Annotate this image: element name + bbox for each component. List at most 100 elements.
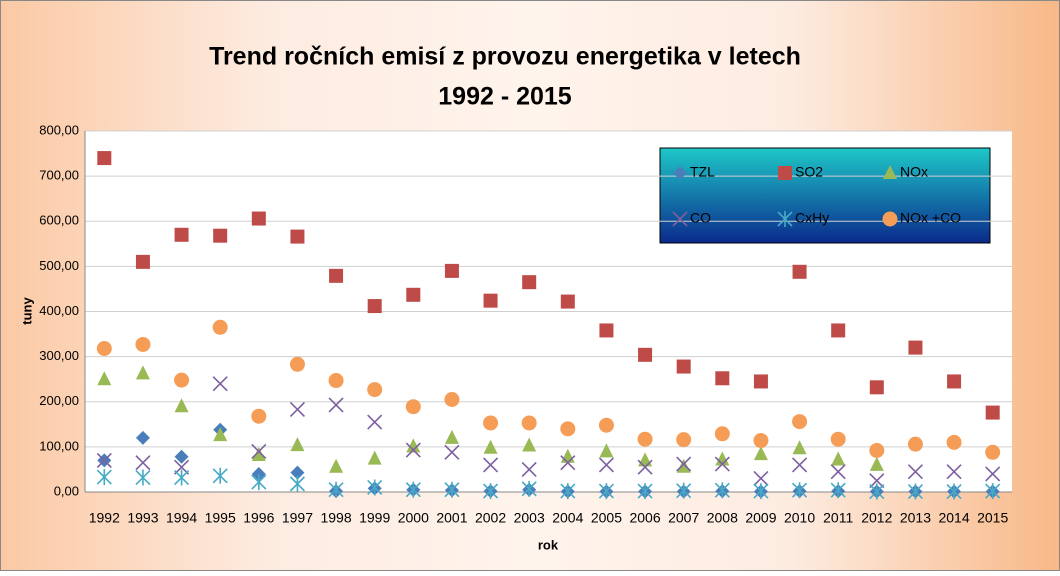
data-point bbox=[753, 433, 769, 449]
x-tick-label: 2007 bbox=[668, 510, 699, 526]
data-point bbox=[213, 228, 228, 243]
data-point bbox=[907, 483, 924, 500]
data-point bbox=[289, 356, 305, 372]
chart-subtitle: 1992 - 2015 bbox=[438, 83, 572, 111]
data-point bbox=[328, 481, 344, 498]
data-point bbox=[96, 469, 112, 486]
data-point bbox=[367, 382, 383, 398]
data-point bbox=[97, 151, 112, 166]
chart-title: Trend ročních emisí z provozu energetika… bbox=[209, 43, 801, 71]
data-point bbox=[135, 455, 151, 471]
data-point bbox=[251, 474, 267, 491]
data-point bbox=[869, 473, 885, 489]
data-point bbox=[946, 483, 962, 500]
data-point bbox=[522, 275, 537, 290]
x-tick-label: 2010 bbox=[784, 510, 815, 526]
data-point bbox=[599, 443, 614, 458]
data-point bbox=[714, 456, 730, 472]
data-point bbox=[869, 380, 884, 395]
data-point bbox=[135, 336, 151, 352]
data-point bbox=[444, 391, 460, 407]
legend-marker bbox=[883, 165, 897, 179]
x-tick-label: 1993 bbox=[127, 510, 158, 526]
data-point bbox=[521, 415, 537, 431]
x-tick-label: 1996 bbox=[243, 510, 274, 526]
data-point bbox=[714, 482, 730, 499]
data-point bbox=[521, 461, 537, 478]
data-point bbox=[715, 371, 730, 386]
x-tick-label: 2001 bbox=[436, 510, 467, 526]
data-point bbox=[367, 299, 382, 314]
data-point bbox=[830, 431, 846, 447]
data-point bbox=[831, 323, 846, 338]
legend-marker bbox=[777, 211, 793, 227]
data-point bbox=[406, 287, 421, 302]
data-point bbox=[367, 479, 383, 496]
data-point bbox=[560, 294, 575, 309]
data-point bbox=[908, 340, 923, 355]
data-point bbox=[792, 264, 807, 279]
legend-label: NOx +CO bbox=[900, 210, 961, 226]
y-tick-label: 100,00 bbox=[39, 438, 79, 453]
x-tick-label: 1992 bbox=[89, 510, 120, 526]
data-point bbox=[560, 421, 576, 437]
x-tick-label: 1994 bbox=[166, 510, 197, 526]
y-tick-label: 800,00 bbox=[39, 122, 79, 137]
data-point bbox=[482, 483, 499, 500]
data-point bbox=[444, 429, 459, 444]
x-tick-label: 1998 bbox=[320, 510, 351, 526]
x-tick-label: 2005 bbox=[591, 510, 622, 526]
data-point bbox=[637, 431, 653, 447]
x-tick-label: 1995 bbox=[205, 510, 236, 526]
x-tick-label: 2013 bbox=[900, 510, 931, 526]
data-point bbox=[947, 374, 962, 389]
x-axis-label: rok bbox=[538, 537, 559, 552]
data-point bbox=[405, 481, 421, 498]
data-point bbox=[212, 319, 228, 335]
data-point bbox=[946, 464, 962, 480]
data-point bbox=[985, 466, 1001, 482]
data-point bbox=[174, 372, 190, 388]
legend-label: CxHy bbox=[795, 210, 829, 226]
y-tick-label: 200,00 bbox=[39, 393, 79, 408]
data-point bbox=[638, 347, 653, 362]
data-point bbox=[637, 459, 653, 475]
data-point bbox=[715, 451, 730, 466]
data-point bbox=[598, 483, 615, 500]
data-point bbox=[869, 456, 884, 471]
data-point bbox=[174, 449, 189, 464]
data-point bbox=[831, 451, 846, 466]
data-point bbox=[251, 446, 266, 461]
data-point bbox=[483, 293, 498, 308]
data-point bbox=[483, 415, 499, 431]
y-tick-label: 300,00 bbox=[39, 348, 79, 363]
data-point bbox=[985, 483, 1001, 500]
data-point bbox=[329, 458, 344, 473]
data-point bbox=[212, 467, 228, 484]
x-tick-label: 2008 bbox=[707, 510, 738, 526]
data-point bbox=[676, 482, 692, 499]
x-tick-label: 2014 bbox=[938, 510, 969, 526]
legend-marker bbox=[778, 166, 792, 180]
data-point bbox=[598, 457, 615, 473]
legend bbox=[659, 147, 991, 244]
data-point bbox=[135, 469, 151, 486]
data-point bbox=[676, 458, 691, 473]
data-point bbox=[290, 229, 305, 244]
x-tick-label: 1999 bbox=[359, 510, 390, 526]
data-point bbox=[251, 443, 267, 459]
data-point bbox=[907, 464, 924, 480]
data-point bbox=[251, 408, 267, 424]
legend-marker bbox=[673, 166, 687, 180]
data-point bbox=[174, 227, 189, 242]
data-point bbox=[289, 401, 306, 417]
legend-label: CO bbox=[690, 210, 711, 226]
y-tick-label: 500,00 bbox=[39, 258, 79, 273]
data-point bbox=[173, 469, 190, 486]
data-point bbox=[791, 482, 808, 499]
data-point bbox=[329, 268, 344, 283]
x-tick-label: 2012 bbox=[861, 510, 892, 526]
data-point bbox=[367, 414, 383, 430]
data-point bbox=[482, 457, 499, 473]
data-point bbox=[328, 397, 344, 413]
